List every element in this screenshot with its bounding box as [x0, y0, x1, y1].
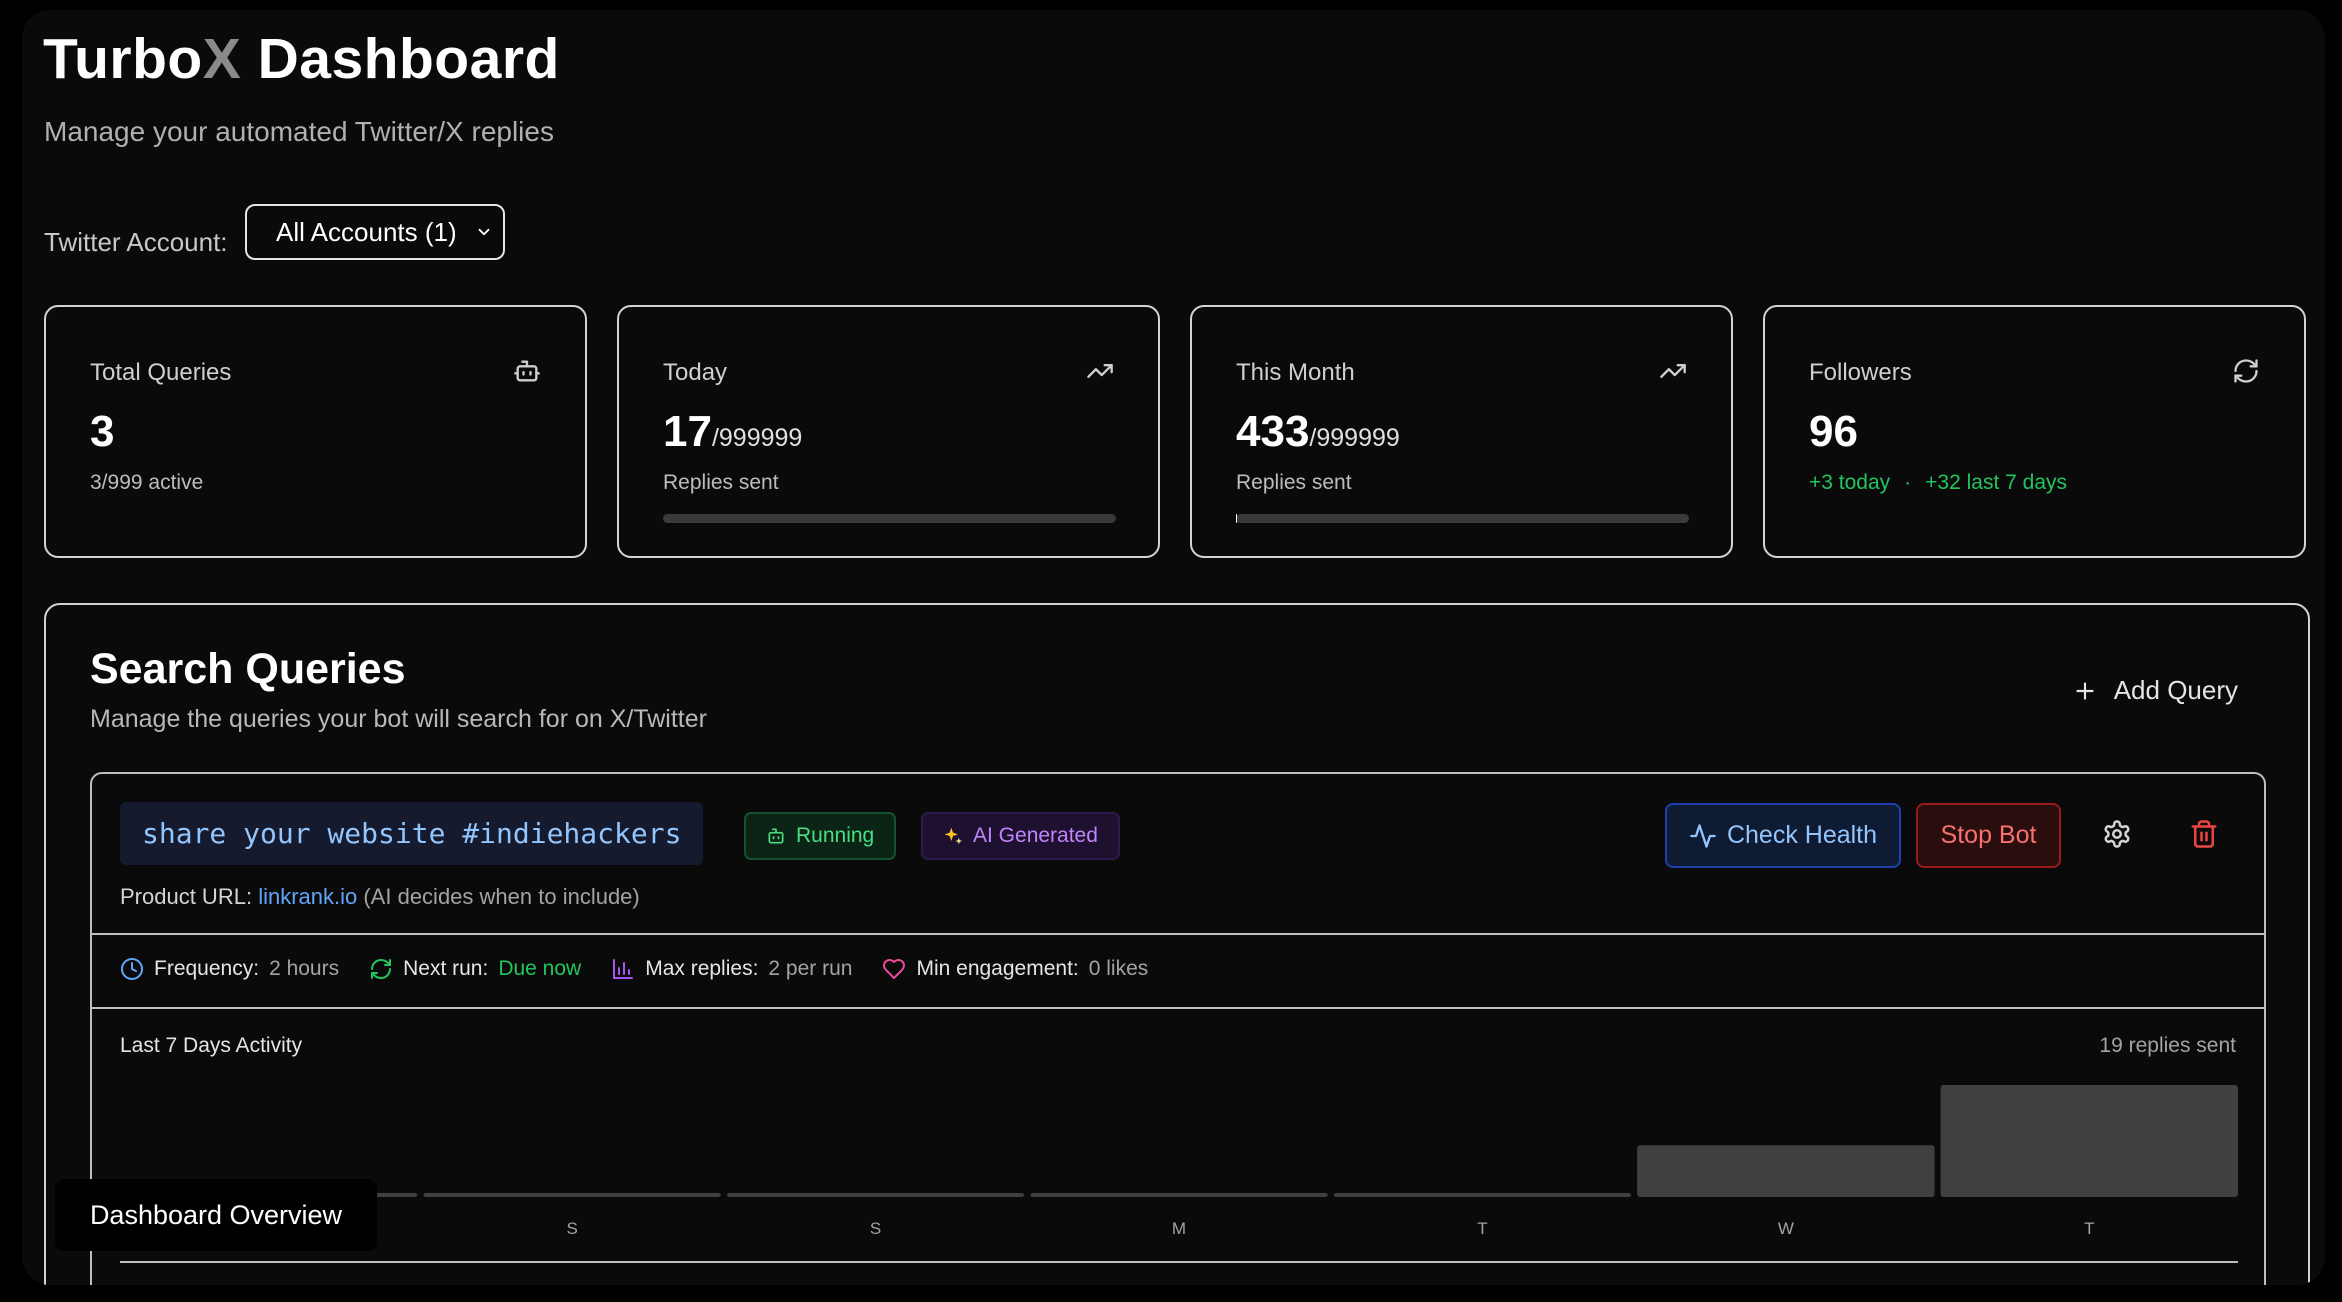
day-label: M	[1172, 1219, 1186, 1238]
frequency-info: Frequency: 2 hours	[120, 957, 339, 981]
page-title: TurboX Dashboard	[43, 27, 560, 91]
divider	[92, 1007, 2264, 1009]
activity-icon	[1690, 823, 1716, 848]
stat-card-today: Today 17/999999 Replies sent	[617, 305, 1160, 558]
activity-bar	[1333, 1193, 1632, 1197]
stat-subtext: Replies sent	[663, 471, 779, 494]
max-replies-info: Max replies: 2 per run	[611, 957, 852, 981]
followers-today: +3 today	[1809, 471, 1891, 494]
plus-icon	[2076, 681, 2094, 700]
activity-bar	[726, 1193, 1025, 1197]
sparkles-icon	[944, 827, 963, 845]
account-select[interactable]: All Accounts (1)	[245, 204, 505, 260]
bot-icon	[768, 828, 784, 844]
stat-value: 17/999999	[663, 407, 803, 456]
account-label: Twitter Account:	[44, 227, 228, 257]
refresh-icon[interactable]	[2232, 357, 2260, 385]
gear-icon[interactable]	[2102, 819, 2132, 849]
check-health-button[interactable]: Check Health	[1665, 803, 1901, 868]
stat-card-total-queries: Total Queries 3 3/999 active	[44, 305, 587, 558]
activity-bar	[1637, 1145, 1935, 1197]
day-label: T	[2084, 1219, 2094, 1238]
followers-week: +32 last 7 days	[1925, 471, 2067, 494]
stat-card-followers: Followers 96 +3 today · +32 last 7 days	[1763, 305, 2306, 558]
progress-bar	[663, 514, 1116, 523]
activity-count: 19 replies sent	[2099, 1034, 2236, 1057]
progress-bar	[1236, 514, 1689, 523]
stat-label: Followers	[1809, 359, 1912, 386]
day-label: T	[1477, 1219, 1487, 1238]
stat-label: This Month	[1236, 359, 1355, 386]
query-meta-row: Frequency: 2 hours Next run: Due now Max…	[120, 957, 1178, 981]
search-queries-panel: Search Queries Manage the queries your b…	[44, 603, 2310, 1285]
stat-value: 3	[90, 407, 115, 456]
product-url-link[interactable]: linkrank.io	[258, 884, 358, 909]
activity-bar	[1940, 1085, 2238, 1197]
day-label: S	[566, 1219, 577, 1238]
tooltip: Dashboard Overview	[55, 1179, 377, 1251]
day-label: W	[1778, 1219, 1794, 1238]
next-run-info: Next run: Due now	[369, 957, 581, 981]
bar-chart-icon	[613, 959, 634, 979]
chevron-down-icon	[478, 228, 490, 236]
stat-value: 96	[1809, 407, 1858, 456]
day-label: S	[870, 1219, 881, 1238]
status-badge: Running	[744, 812, 897, 860]
trending-up-icon	[1087, 364, 1113, 378]
dashboard-frame: TurboX Dashboard Manage your automated T…	[22, 10, 2325, 1285]
stat-subtext: 3/999 active	[90, 471, 204, 494]
stat-label: Total Queries	[90, 359, 232, 386]
stop-bot-button[interactable]: Stop Bot	[1916, 803, 2061, 868]
section-subtitle: Manage the queries your bot will search …	[90, 705, 707, 733]
activity-bar	[423, 1193, 721, 1197]
activity-bar-chart: FSSMTWT	[120, 1085, 2238, 1238]
query-card: share your website #indiehackers Running…	[90, 772, 2266, 1285]
section-title: Search Queries	[90, 645, 406, 693]
product-url-row: Product URL: linkrank.io (AI decides whe…	[120, 884, 640, 909]
bot-icon	[514, 360, 540, 382]
min-engagement-info: Min engagement: 0 likes	[882, 957, 1148, 981]
activity-title: Last 7 Days Activity	[120, 1034, 303, 1057]
trash-icon[interactable]	[2189, 819, 2219, 849]
activity-bar	[1030, 1193, 1328, 1197]
chart-baseline	[120, 1261, 2238, 1263]
stat-subtext: Replies sent	[1236, 471, 1352, 494]
stat-label: Today	[663, 359, 728, 386]
stat-card-this-month: This Month 433/999999 Replies sent	[1190, 305, 1733, 558]
page-subtitle: Manage your automated Twitter/X replies	[44, 116, 554, 147]
account-select-value: All Accounts (1)	[276, 217, 457, 247]
divider	[92, 933, 2264, 935]
refresh-icon	[371, 959, 392, 979]
add-query-button[interactable]: Add Query	[2072, 675, 2238, 706]
add-query-label: Add Query	[2113, 675, 2238, 705]
heart-icon	[883, 959, 906, 979]
followers-growth: +3 today · +32 last 7 days	[1809, 471, 2067, 494]
clock-icon	[121, 958, 143, 980]
stat-value: 433/999999	[1236, 407, 1400, 456]
query-text: share your website #indiehackers	[120, 802, 704, 865]
ai-generated-badge: AI Generated	[921, 812, 1120, 860]
trending-up-icon	[1660, 364, 1686, 378]
